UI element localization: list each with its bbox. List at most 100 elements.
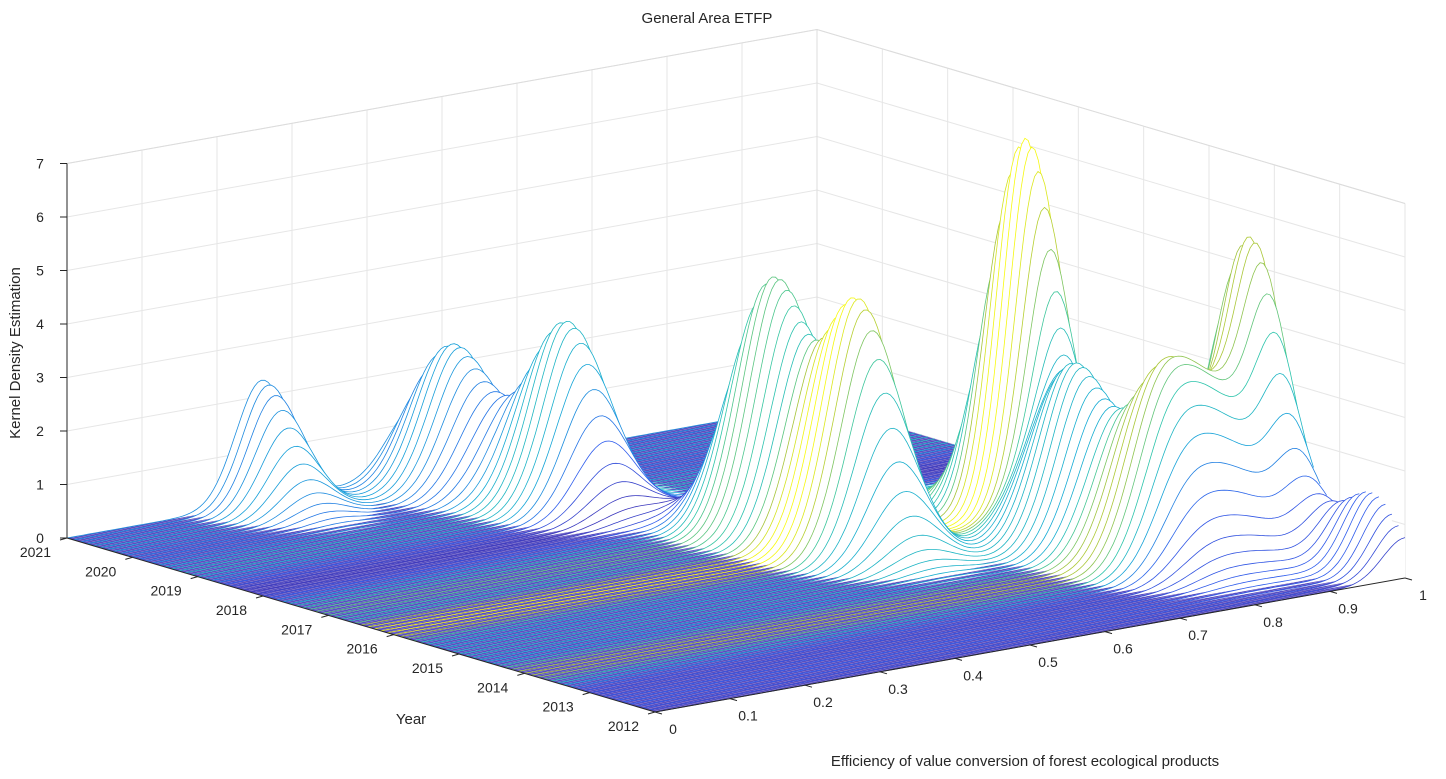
surface-line xyxy=(354,255,1105,624)
surface-strip xyxy=(413,291,1164,641)
surface-line xyxy=(472,375,1223,659)
x-tick-label-8: 0.8 xyxy=(1263,614,1283,630)
chart-title: General Area ETFP xyxy=(642,10,773,27)
x-tick-label-4: 0.4 xyxy=(963,667,983,683)
x-tick-2 xyxy=(804,684,813,688)
x-tick-label-6: 0.6 xyxy=(1113,641,1133,657)
z-tick-label-6: 6 xyxy=(36,209,44,225)
surface-line xyxy=(374,146,1125,630)
x-tick-label-10: 1 xyxy=(1419,587,1427,603)
z-tick-label-0: 0 xyxy=(36,530,44,546)
grid-line-z-7 xyxy=(66,28,1406,204)
z-tick-label-5: 5 xyxy=(36,263,44,279)
surface-line xyxy=(628,496,1380,705)
y-axis-title: Year xyxy=(396,711,426,728)
surface-line xyxy=(648,525,1399,711)
surface-line xyxy=(641,513,1393,709)
surface-line xyxy=(380,137,1131,632)
surface-strip xyxy=(576,476,1327,689)
surface-line xyxy=(543,293,1295,680)
surface-line xyxy=(550,331,1301,682)
z-tick-label-3: 3 xyxy=(36,370,44,386)
x-tick-label-0: 0 xyxy=(669,721,677,737)
y-tick-7 xyxy=(190,576,198,580)
x-tick-label-5: 0.5 xyxy=(1038,654,1058,670)
surface-line xyxy=(393,170,1144,636)
surface-line xyxy=(360,209,1112,626)
surface-line xyxy=(387,146,1138,634)
y-axis-line xyxy=(66,537,656,713)
y-tick-label-1: 2013 xyxy=(543,699,574,715)
y-tick-6 xyxy=(255,595,264,599)
grid-line-z-4 xyxy=(66,189,1406,365)
x-tick-7 xyxy=(1179,617,1188,621)
y-tick-1 xyxy=(582,692,590,696)
surface-line xyxy=(622,492,1373,703)
x-tick-6 xyxy=(1104,631,1113,635)
x-tick-5 xyxy=(1029,644,1038,648)
grid-line-z-5 xyxy=(66,135,1406,311)
x-tick-label-9: 0.9 xyxy=(1338,600,1358,616)
surface-line xyxy=(432,369,1183,647)
y-tick-label-4: 2016 xyxy=(347,641,378,657)
x-tick-label-2: 0.2 xyxy=(813,694,833,710)
y-tick-label-7: 2019 xyxy=(151,583,182,599)
z-tick-label-2: 2 xyxy=(36,423,44,439)
y-tick-label-5: 2017 xyxy=(281,621,312,637)
surface-line xyxy=(419,327,1170,643)
surface-mesh xyxy=(66,137,1406,713)
x-tick-10 xyxy=(1404,577,1413,581)
x-tick-3 xyxy=(879,671,888,675)
z-tick-label-1: 1 xyxy=(36,477,44,493)
x-axis-title: Efficiency of value conversion of forest… xyxy=(831,753,1219,770)
z-tick-label-7: 7 xyxy=(36,156,44,172)
surface-line xyxy=(406,248,1157,639)
y-tick-2 xyxy=(517,672,525,676)
y-tick-5 xyxy=(321,614,329,618)
surface-line xyxy=(413,291,1164,641)
surface-line xyxy=(615,491,1366,701)
surface-line xyxy=(367,171,1118,628)
y-tick-3 xyxy=(451,653,460,657)
surface-line xyxy=(341,321,1092,620)
axes: 00.10.20.30.40.50.60.70.80.9120122013201… xyxy=(20,156,1427,738)
y-tick-4 xyxy=(386,634,394,638)
y-tick-label-2: 2014 xyxy=(477,679,508,695)
y-tick-label-9: 2021 xyxy=(20,544,51,560)
surface-line xyxy=(478,387,1229,661)
y-tick-label-3: 2015 xyxy=(412,660,443,676)
y-tick-label-8: 2020 xyxy=(85,563,116,579)
surface-line xyxy=(530,242,1282,676)
surface-line xyxy=(465,366,1216,657)
surface-line xyxy=(602,496,1353,697)
x-tick-1 xyxy=(729,698,738,702)
grid-line-z-6 xyxy=(66,82,1406,258)
wall-top-edge xyxy=(66,28,1406,204)
x-tick-label-7: 0.7 xyxy=(1188,627,1208,643)
y-tick-0 xyxy=(647,711,656,715)
surface-line xyxy=(426,354,1177,645)
surface-line xyxy=(524,236,1275,674)
surface-line xyxy=(576,475,1327,690)
x-tick-4 xyxy=(954,657,963,661)
y-tick-label-0: 2012 xyxy=(608,718,639,734)
z-tick-label-4: 4 xyxy=(36,316,44,332)
x-tick-label-1: 0.1 xyxy=(738,708,758,724)
surface-line xyxy=(347,303,1098,622)
surface-line xyxy=(537,262,1288,678)
surface-line xyxy=(563,412,1314,686)
surface-line xyxy=(635,503,1386,707)
y-tick-label-6: 2018 xyxy=(216,602,247,618)
surface-line xyxy=(596,500,1347,695)
surface-line xyxy=(485,398,1236,663)
z-axis-title: Kernel Density Estimation xyxy=(7,267,24,439)
surface-line xyxy=(583,493,1334,692)
y-tick-8 xyxy=(125,556,133,560)
surface-line xyxy=(609,493,1360,699)
surface-line xyxy=(491,374,1243,665)
surface-line xyxy=(589,500,1340,694)
surface-line xyxy=(400,206,1151,637)
x-tick-8 xyxy=(1254,604,1263,608)
x-tick-9 xyxy=(1329,590,1338,594)
